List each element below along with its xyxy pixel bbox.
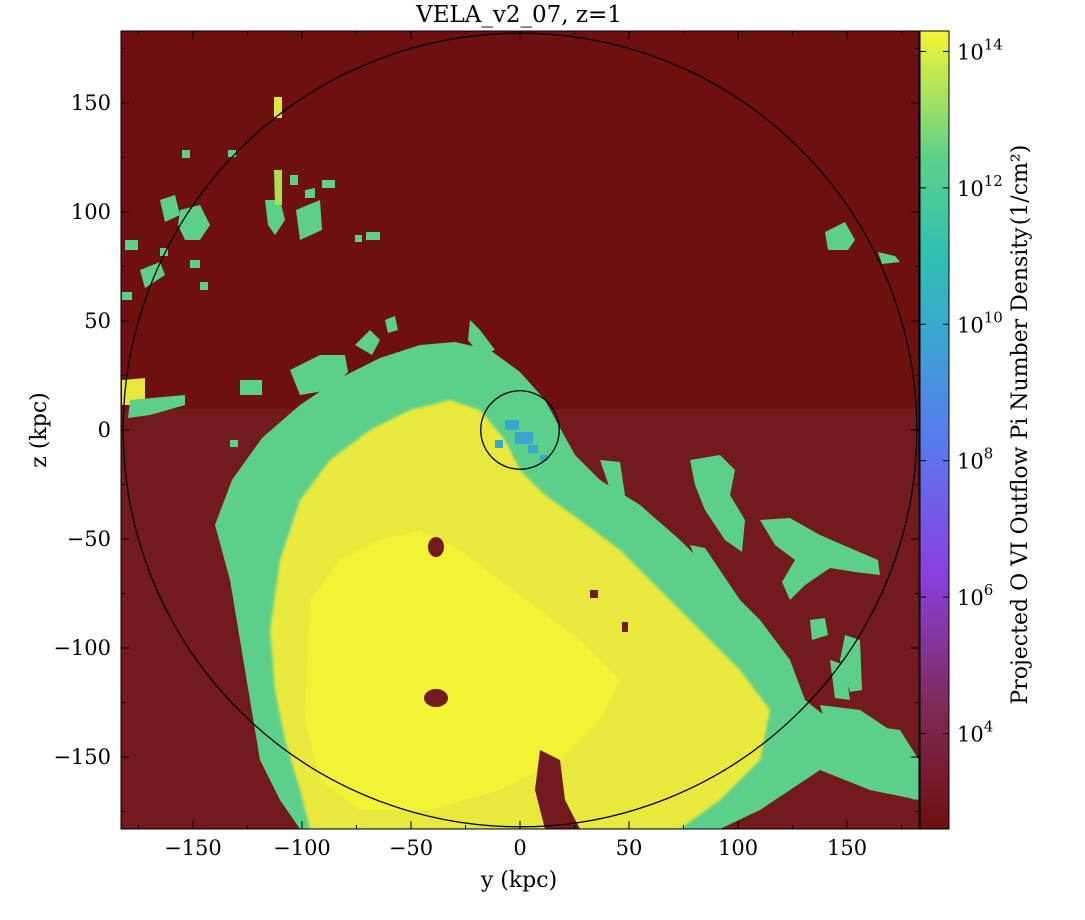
y-axis-ticks: 150 100 50 0 −50 −100 −150 (53, 47, 919, 813)
colorbar-tick-exponent: 10 (984, 308, 1003, 326)
y-tick-label: −150 (53, 745, 111, 769)
outflow-core-highlight (305, 530, 620, 810)
colorbar-tick-label: 1014 (957, 35, 1003, 64)
colorbar-label: Projected O VI Outflow Pi Number Density (1008, 227, 1033, 705)
x-axis-label: y (kpc) (480, 868, 557, 893)
y-tick-label: 150 (71, 91, 111, 115)
y-tick-label: 50 (84, 309, 111, 333)
upper-clumps (122, 97, 900, 447)
colorbar-tick-label: 104 (957, 718, 993, 747)
right-filaments (600, 455, 915, 800)
colorbar-unit: (1/cm²) (1008, 145, 1033, 226)
colorbar-tick-label: 106 (957, 581, 993, 610)
x-tick-label: −50 (389, 836, 433, 860)
inner-radius-circle (480, 390, 560, 470)
colorbar-tick-exponent: 14 (984, 35, 1003, 53)
x-tick-label: −100 (273, 836, 331, 860)
colorbar-tick-label: 1012 (957, 172, 1003, 201)
x-tick-label: 100 (718, 836, 758, 860)
x-tick-label: −150 (164, 836, 222, 860)
y-tick-label: 0 (98, 418, 111, 442)
colorbar-tick-label: 1010 (957, 308, 1003, 337)
colorbar-tick-exponent: 6 (984, 581, 994, 599)
x-axis-ticks: −150 −100 −50 0 50 100 150 (137, 31, 903, 860)
y-tick-label: −100 (53, 636, 111, 660)
y-axis-label: z (kpc) (27, 392, 52, 468)
colorbar-tick-label: 108 (957, 445, 993, 474)
colorbar-gradient (919, 30, 950, 830)
colorbar-tick-exponent: 4 (984, 718, 994, 736)
x-tick-label: 0 (513, 836, 526, 860)
y-tick-label: −50 (67, 527, 111, 551)
y-tick-label: 100 (71, 200, 111, 224)
colorbar-tick-exponent: 12 (984, 172, 1003, 190)
x-tick-label: 50 (616, 836, 643, 860)
chart-title: VELA_v2_07, z=1 (415, 2, 622, 28)
outflow-holes (424, 537, 628, 829)
inner-turbulent-cells (495, 420, 548, 461)
colorbar-tick-exponent: 8 (984, 445, 994, 463)
plot-area (121, 31, 919, 829)
x-tick-label: 150 (827, 836, 867, 860)
